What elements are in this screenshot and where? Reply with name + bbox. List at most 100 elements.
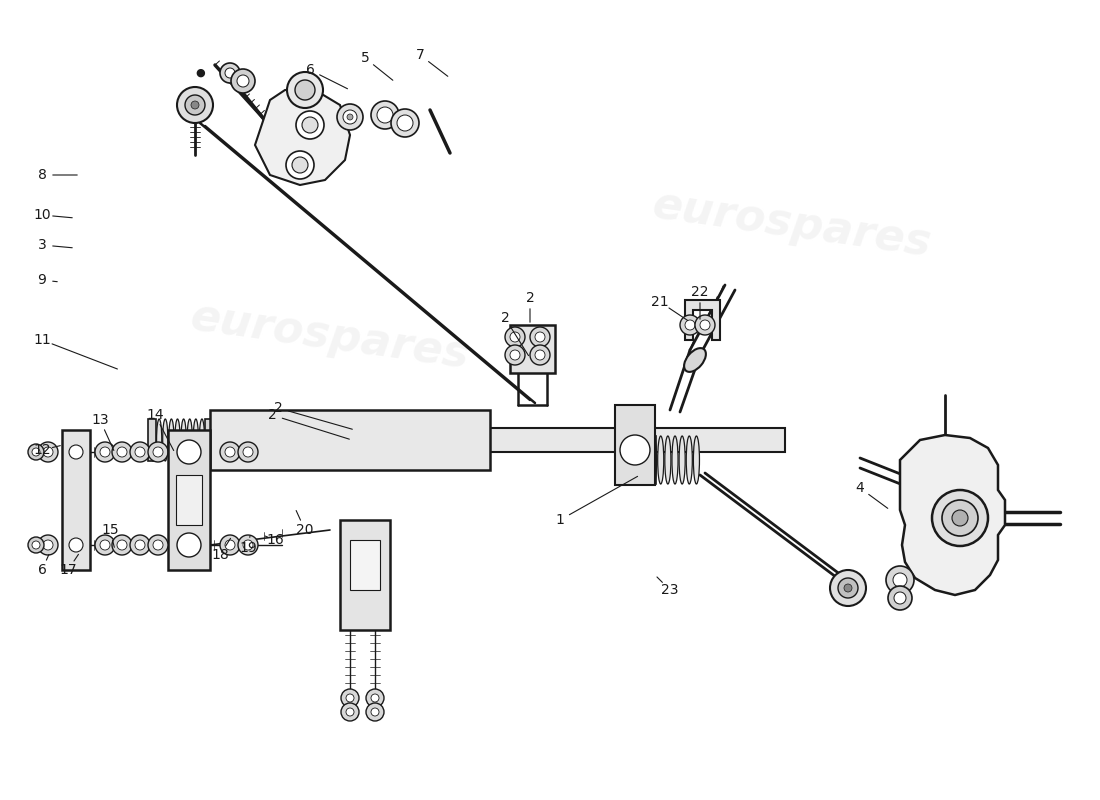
Circle shape (295, 80, 315, 100)
Circle shape (226, 447, 235, 457)
Polygon shape (255, 90, 350, 185)
Circle shape (366, 689, 384, 707)
Circle shape (238, 535, 258, 555)
Text: 22: 22 (691, 285, 708, 299)
Text: 6: 6 (306, 63, 315, 77)
Circle shape (236, 75, 249, 87)
Bar (168, 430, 210, 570)
Circle shape (838, 578, 858, 598)
Ellipse shape (658, 436, 663, 484)
Ellipse shape (182, 419, 186, 461)
Circle shape (894, 592, 906, 604)
Text: 1: 1 (556, 513, 564, 527)
Bar (615, 405, 654, 485)
Circle shape (69, 445, 82, 459)
Text: 2: 2 (267, 408, 276, 422)
Circle shape (346, 708, 354, 716)
Circle shape (100, 540, 110, 550)
Circle shape (243, 447, 253, 457)
Ellipse shape (679, 436, 685, 484)
Circle shape (95, 535, 116, 555)
Text: 17: 17 (59, 563, 77, 577)
Circle shape (888, 586, 912, 610)
Circle shape (226, 540, 235, 550)
Circle shape (952, 510, 968, 526)
Circle shape (28, 537, 44, 553)
Circle shape (377, 107, 393, 123)
Circle shape (100, 447, 110, 457)
Circle shape (130, 442, 150, 462)
Circle shape (117, 447, 126, 457)
Circle shape (390, 109, 419, 137)
Circle shape (371, 101, 399, 129)
Text: 4: 4 (856, 481, 865, 495)
Text: 14: 14 (146, 408, 164, 422)
Circle shape (371, 708, 380, 716)
Circle shape (32, 541, 40, 549)
Bar (490, 428, 785, 452)
Polygon shape (900, 435, 1005, 595)
Circle shape (287, 72, 323, 108)
Ellipse shape (199, 419, 205, 461)
Circle shape (135, 447, 145, 457)
Text: 9: 9 (37, 273, 46, 287)
Circle shape (302, 117, 318, 133)
Circle shape (69, 538, 82, 552)
Circle shape (243, 540, 253, 550)
Bar (350, 540, 380, 590)
Bar (510, 325, 556, 373)
Circle shape (220, 442, 240, 462)
Text: 7: 7 (416, 48, 425, 62)
Circle shape (685, 320, 695, 330)
Ellipse shape (684, 348, 706, 372)
Text: 2: 2 (526, 291, 535, 305)
Polygon shape (685, 300, 720, 340)
Circle shape (505, 345, 525, 365)
Circle shape (286, 151, 313, 179)
Circle shape (530, 327, 550, 347)
Text: 21: 21 (651, 295, 669, 309)
Circle shape (112, 535, 132, 555)
Circle shape (346, 114, 353, 120)
Circle shape (296, 111, 324, 139)
Ellipse shape (168, 419, 174, 461)
Circle shape (535, 350, 544, 360)
Circle shape (942, 500, 978, 536)
Text: 12: 12 (33, 443, 51, 457)
Ellipse shape (693, 436, 700, 484)
Circle shape (530, 345, 550, 365)
Circle shape (177, 87, 213, 123)
Circle shape (148, 535, 168, 555)
Circle shape (112, 442, 132, 462)
Circle shape (153, 540, 163, 550)
Circle shape (39, 442, 58, 462)
Circle shape (231, 69, 255, 93)
Circle shape (343, 110, 358, 124)
Text: 8: 8 (37, 168, 46, 182)
Text: 13: 13 (91, 413, 109, 427)
Text: 5: 5 (361, 51, 370, 65)
Circle shape (700, 320, 710, 330)
Circle shape (148, 442, 168, 462)
Circle shape (39, 535, 58, 555)
Text: 2: 2 (500, 311, 509, 325)
Text: 19: 19 (239, 541, 257, 555)
Circle shape (844, 584, 852, 592)
Text: ●: ● (195, 68, 205, 78)
Circle shape (32, 448, 40, 456)
Text: 11: 11 (33, 333, 51, 347)
Circle shape (28, 444, 44, 460)
Circle shape (177, 533, 201, 557)
Circle shape (695, 315, 715, 335)
Circle shape (130, 535, 150, 555)
Circle shape (226, 68, 235, 78)
Text: 15: 15 (101, 523, 119, 537)
Ellipse shape (650, 436, 657, 484)
Ellipse shape (664, 436, 671, 484)
Circle shape (505, 327, 525, 347)
Ellipse shape (175, 419, 180, 461)
Circle shape (535, 332, 544, 342)
Circle shape (337, 104, 363, 130)
Circle shape (510, 332, 520, 342)
Circle shape (830, 570, 866, 606)
